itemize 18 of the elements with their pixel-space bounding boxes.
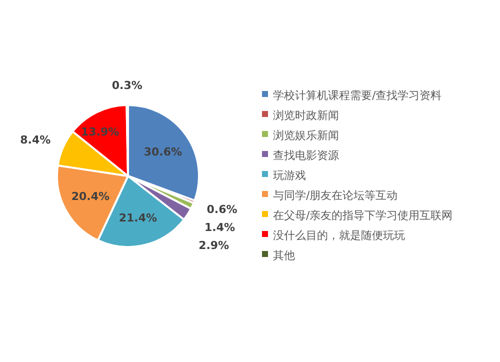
legend-label: 与同学/朋友在论坛等互动 bbox=[273, 189, 398, 202]
data-label: 21.4% bbox=[118, 211, 158, 224]
data-label: 8.4% bbox=[20, 133, 51, 146]
legend-label: 查找电影资源 bbox=[273, 149, 339, 162]
data-label: 13.9% bbox=[81, 125, 120, 138]
data-label: 0.6% bbox=[206, 203, 238, 216]
data-label: 2.9% bbox=[198, 239, 230, 252]
data-label: 30.6% bbox=[144, 146, 182, 159]
legend-label: 没什么目的，就是随便玩玩 bbox=[273, 229, 405, 242]
data-label: 20.4% bbox=[71, 190, 110, 204]
legend-label: 浏览时政新闻 bbox=[273, 109, 339, 122]
legend-label: 在父母/亲友的指导下学习使用互联网 bbox=[273, 209, 453, 222]
legend-label: 玩游戏 bbox=[273, 169, 306, 182]
data-label: 1.4% bbox=[204, 221, 236, 234]
data-label: 0.3% bbox=[112, 79, 142, 92]
legend-label: 浏览娱乐新闻 bbox=[273, 129, 339, 142]
legend-label: 其他 bbox=[273, 249, 295, 262]
legend-label: 学校计算机课程需要/查找学习资料 bbox=[273, 89, 442, 102]
